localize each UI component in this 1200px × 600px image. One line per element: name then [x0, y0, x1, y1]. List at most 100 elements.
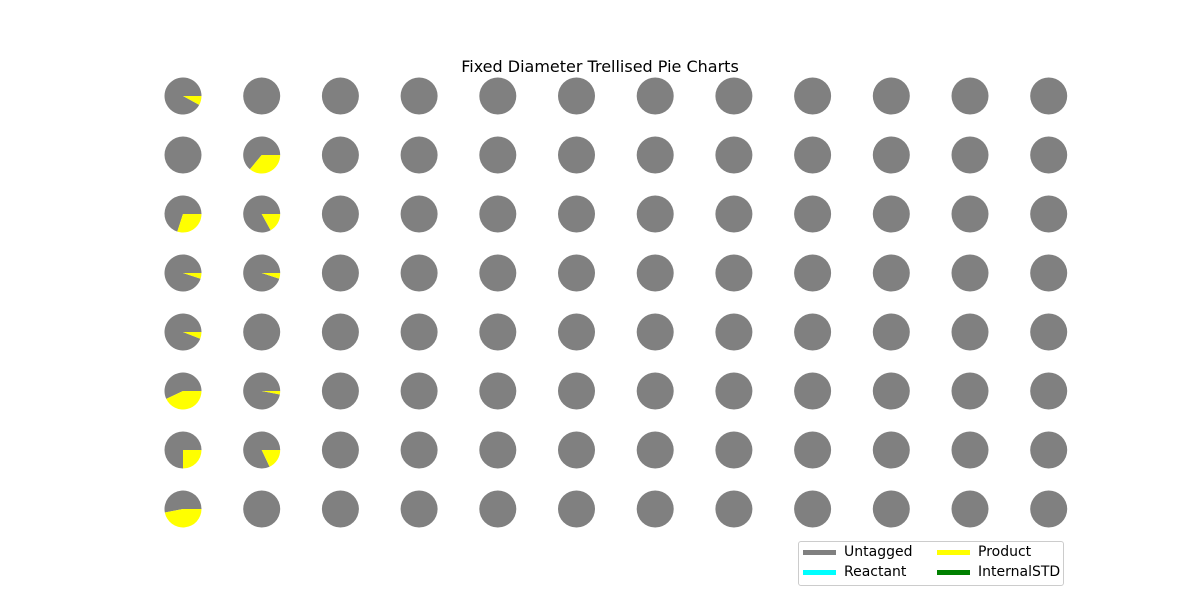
- pie-slice-untagged: [872, 490, 910, 528]
- pie-r6-c11: [951, 372, 989, 410]
- pie-r8-c12: [1030, 490, 1068, 528]
- pie-r3-c7: [636, 195, 674, 233]
- pie-r5-c10: [872, 313, 910, 351]
- pie-r5-c9: [794, 313, 832, 351]
- pie-slice-untagged: [479, 431, 517, 469]
- pie-slice-untagged: [951, 431, 989, 469]
- pie-slice-untagged: [479, 490, 517, 528]
- chart-title: Fixed Diameter Trellised Pie Charts: [461, 57, 739, 76]
- pie-slice-product: [249, 155, 281, 174]
- pie-r5-c3: [321, 313, 359, 351]
- pie-r1-c10: [872, 77, 910, 115]
- pie-slice-untagged: [243, 372, 281, 410]
- pie-r2-c7: [636, 136, 674, 174]
- pie-slice-untagged: [636, 431, 674, 469]
- pie-slice-untagged: [636, 195, 674, 233]
- legend-entry-product: Product: [937, 544, 1031, 560]
- pie-r4-c5: [479, 254, 517, 292]
- pie-slice-untagged: [321, 490, 359, 528]
- pie-r6-c8: [715, 372, 753, 410]
- legend-swatch-untagged: [803, 549, 836, 555]
- pie-r1-c6: [558, 77, 595, 115]
- pie-slice-untagged: [321, 77, 359, 115]
- pie-slice-untagged: [479, 77, 517, 115]
- pie-slice-untagged: [1030, 431, 1068, 469]
- pie-slice-product: [164, 509, 202, 528]
- pie-r3-c4: [400, 195, 438, 233]
- pie-r4-c11: [951, 254, 989, 292]
- pie-slice-untagged: [321, 195, 359, 233]
- legend-entry-untagged: Untagged: [803, 544, 912, 560]
- pie-r4-c1: [164, 254, 202, 292]
- pie-r1-c4: [400, 77, 438, 115]
- pie-r6-c3: [321, 372, 359, 410]
- pie-slice-untagged: [715, 490, 753, 528]
- pie-slice-untagged: [951, 77, 989, 115]
- pie-r7-c5: [479, 431, 517, 469]
- pie-slice-untagged: [1030, 77, 1068, 115]
- pie-r2-c11: [951, 136, 989, 174]
- pie-slice-untagged: [321, 372, 359, 410]
- pie-slice-untagged: [715, 372, 753, 410]
- pie-r2-c9: [794, 136, 832, 174]
- pie-slice-untagged: [715, 431, 753, 469]
- pie-r5-c7: [636, 313, 674, 351]
- pie-r5-c1: [164, 313, 202, 351]
- pie-slice-untagged: [400, 372, 438, 410]
- pie-r5-c6: [558, 313, 595, 351]
- pie-slice-untagged: [321, 431, 359, 469]
- pie-slice-untagged: [951, 490, 989, 528]
- pie-slice-untagged: [164, 254, 202, 292]
- pie-slice-untagged: [872, 313, 910, 351]
- pie-slice-untagged: [872, 372, 910, 410]
- pie-slice-untagged: [400, 136, 438, 174]
- pie-slice-untagged: [243, 195, 281, 233]
- pie-slice-untagged: [558, 313, 595, 351]
- pie-slice-untagged: [164, 195, 202, 232]
- pie-slice-untagged: [951, 195, 989, 233]
- pie-slice-untagged: [243, 431, 281, 469]
- pie-r7-c9: [794, 431, 832, 469]
- pie-r8-c3: [321, 490, 359, 528]
- pie-slice-untagged: [636, 490, 674, 528]
- pie-r4-c9: [794, 254, 832, 292]
- pie-slice-untagged: [636, 313, 674, 351]
- pie-slice-untagged: [951, 254, 989, 292]
- pie-r5-c5: [479, 313, 517, 351]
- pie-r2-c5: [479, 136, 517, 174]
- pie-slice-untagged: [872, 77, 910, 115]
- pie-slice-untagged: [479, 195, 517, 233]
- pie-slice-untagged: [321, 313, 359, 351]
- pie-slice-untagged: [636, 77, 674, 115]
- pie-r3-c2: [243, 195, 281, 233]
- pie-slice-untagged: [558, 77, 595, 115]
- pie-slice-untagged: [1030, 372, 1068, 410]
- legend-label-untagged: Untagged: [844, 544, 913, 560]
- pie-r5-c12: [1030, 313, 1068, 351]
- pie-r5-c11: [951, 313, 989, 351]
- pie-r6-c1: [164, 372, 202, 410]
- pie-slice-untagged: [794, 254, 832, 292]
- pie-slice-untagged: [794, 313, 832, 351]
- pie-slice-untagged: [1030, 490, 1068, 528]
- pie-r4-c12: [1030, 254, 1068, 292]
- pie-slice-product: [183, 332, 202, 339]
- pie-slice-untagged: [715, 313, 753, 351]
- pie-slice-untagged: [558, 490, 595, 528]
- pie-slice-untagged: [794, 490, 832, 528]
- pie-slice-untagged: [794, 136, 832, 174]
- pie-r6-c4: [400, 372, 438, 410]
- pie-r6-c2: [243, 372, 281, 410]
- pie-slice-untagged: [636, 372, 674, 410]
- pie-r4-c10: [872, 254, 910, 292]
- pie-r2-c2: [243, 136, 281, 174]
- pie-slice-untagged: [164, 136, 202, 174]
- pie-slice-untagged: [715, 77, 753, 115]
- legend: Untagged Reactant Product InternalSTD: [798, 541, 1064, 586]
- pie-slice-untagged: [558, 195, 595, 233]
- pie-r8-c2: [243, 490, 281, 528]
- pie-r8-c5: [479, 490, 517, 528]
- pie-r4-c2: [243, 254, 281, 292]
- pie-slice-untagged: [243, 77, 281, 115]
